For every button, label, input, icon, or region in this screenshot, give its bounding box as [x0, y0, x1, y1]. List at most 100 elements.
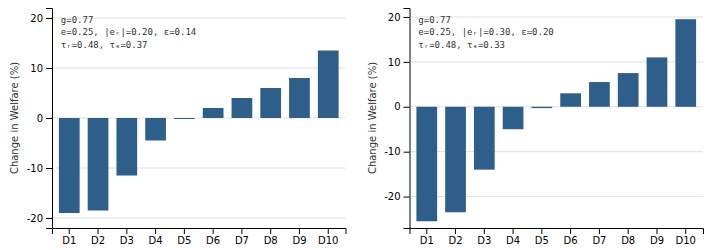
annotation: g=0.77e=0.25, |eᵣ|=0.30, ε=0.20τᵣ=0.48, …	[418, 15, 553, 50]
x-tick: D3	[120, 228, 134, 246]
x-tick-label: D4	[506, 235, 520, 246]
panel: D1 D2 D3 D4 D5 D6 D7 D8 D9 D10 -20 -10 0 10 20 Change i…	[367, 9, 704, 247]
bar	[318, 51, 339, 119]
y-tick-label: 10	[30, 63, 43, 74]
x-tick: D2	[91, 228, 105, 246]
x-tick-mark	[570, 228, 571, 234]
y-axis: -20-1001020	[27, 9, 53, 229]
x-tick-mark	[426, 228, 427, 234]
x-tick-label: D8	[264, 235, 278, 246]
x-tick-mark	[98, 228, 99, 234]
y-tick-label: 0	[37, 113, 43, 124]
x-tick-mark	[455, 228, 456, 234]
bar	[88, 118, 109, 211]
bar	[174, 118, 195, 119]
annotation: g=0.77e=0.25, |eᵣ|=0.20, ε=0.14τᵣ=0.48, …	[61, 15, 196, 50]
x-tick-label: D9	[650, 235, 664, 246]
x-tick-label: D9	[292, 235, 306, 246]
x-tick: D9	[650, 228, 664, 246]
y-tick-label: 10	[388, 57, 401, 68]
y-tick: -10	[27, 163, 52, 174]
x-tick-mark	[628, 228, 629, 234]
x-tick: D2	[449, 228, 463, 246]
panel: D1D2D3D4D5D6D7D8D9D10-20-1001020Change i…	[9, 9, 346, 247]
x-tick-mark	[270, 228, 271, 234]
x-tick: D1	[420, 228, 434, 246]
x-tick-label: D5	[177, 235, 191, 246]
x-tick: D7	[592, 228, 606, 246]
bar	[260, 88, 281, 118]
x-tick: D3	[477, 228, 491, 246]
x-tick-label: D10	[676, 235, 696, 246]
x-tick: D9	[292, 228, 306, 246]
y-tick-mark	[46, 168, 52, 169]
x-tick: D10	[318, 228, 338, 246]
y-tick-label: -10	[27, 163, 43, 174]
y-tick-mark	[46, 218, 52, 219]
x-tick-label: D6	[206, 235, 220, 246]
y-tick: -20	[384, 191, 409, 202]
x-tick-label: D3	[477, 235, 491, 246]
x-tick: D8	[264, 228, 278, 246]
bars	[59, 51, 339, 214]
grid	[52, 18, 346, 218]
bar	[589, 82, 610, 107]
y-axis-title: Change in Welfare (%)	[367, 62, 378, 174]
bar	[675, 19, 696, 107]
chart-svg: D1 D2 D3 D4 D5 D6 D7 D8 D9 D10 -20 -10 0 10 20 Change i…	[0, 0, 715, 250]
x-tick-label: D7	[235, 235, 249, 246]
y-tick: 0	[394, 101, 409, 112]
bar	[532, 107, 553, 108]
x-tick-mark	[328, 228, 329, 234]
grid-line	[52, 68, 346, 69]
x-tick-label: D4	[149, 235, 163, 246]
x-tick: D8	[621, 228, 635, 246]
bar	[445, 107, 466, 213]
y-tick: 20	[388, 12, 410, 23]
x-tick-mark	[484, 228, 485, 234]
x-tick-label: D2	[91, 235, 105, 246]
x-axis: D1D2D3D4D5D6D7D8D9D10	[53, 228, 347, 246]
y-tick-mark	[404, 197, 410, 198]
y-tick-mark	[404, 107, 410, 108]
x-tick-mark	[299, 228, 300, 234]
bar	[503, 107, 524, 129]
x-tick: D5	[535, 228, 549, 246]
y-tick: 0	[37, 113, 52, 124]
x-tick-label: D10	[318, 235, 338, 246]
x-tick-mark	[656, 228, 657, 234]
bar	[289, 78, 310, 118]
bar	[145, 118, 166, 141]
y-tick-label: 20	[30, 13, 43, 24]
x-tick-mark	[513, 228, 514, 234]
bar	[474, 107, 495, 170]
bar	[232, 98, 253, 118]
y-tick-label: -10	[384, 146, 400, 157]
x-tick-label: D3	[120, 235, 134, 246]
x-axis-line	[53, 229, 347, 235]
x-tick-mark	[213, 228, 214, 234]
x-tick-label: D7	[592, 235, 606, 246]
y-tick-label: 20	[388, 12, 401, 23]
x-tick-label: D1	[420, 235, 434, 246]
y-tick-mark	[404, 17, 410, 18]
x-tick: D4	[149, 228, 163, 246]
x-tick-mark	[184, 228, 185, 234]
x-tick-mark	[126, 228, 127, 234]
y-tick: -10	[384, 146, 409, 157]
bar	[560, 93, 581, 106]
y-tick-mark	[404, 152, 410, 153]
y-tick-mark	[46, 68, 52, 69]
x-tick: D10	[676, 228, 696, 246]
x-tick: D6	[206, 228, 220, 246]
y-axis-title: Change in Welfare (%)	[9, 62, 20, 174]
x-tick-label: D6	[564, 235, 578, 246]
x-tick-mark	[541, 228, 542, 234]
annotation-line: τᵣ=0.48, τₑ=0.33	[418, 40, 505, 50]
x-tick-label: D8	[621, 235, 635, 246]
x-tick: D6	[564, 228, 578, 246]
grid-line	[52, 218, 346, 219]
annotation-line: e=0.25, |eᵣ|=0.30, ε=0.20	[418, 27, 553, 37]
x-tick-mark	[685, 228, 686, 234]
bar	[647, 57, 668, 106]
